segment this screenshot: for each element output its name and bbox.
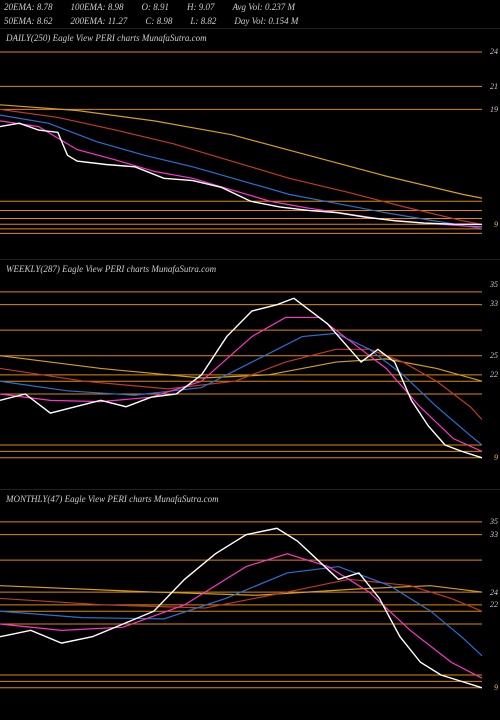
y-axis-daily: 24 21 19 9 [482, 29, 500, 259]
price-series [0, 529, 482, 688]
stat-200ema: 200EMA: 11.27 [71, 16, 128, 26]
axis-tick-label: 22 [490, 601, 498, 609]
ema50-series [0, 115, 482, 228]
panel-title-weekly: WEEKLY(287) Eagle View PERI charts Munaf… [6, 264, 216, 274]
chart-area-weekly [0, 260, 482, 490]
panel-title-monthly: MONTHLY(47) Eagle View PERI charts Munaf… [6, 494, 219, 504]
stat-close: C: 8.98 [145, 16, 172, 26]
axis-tick-label: 9 [494, 221, 498, 229]
axis-tick-label: 9 [494, 684, 498, 692]
stat-50ema: 50EMA: 8.62 [4, 16, 53, 26]
ema200-series [0, 586, 482, 596]
axis-tick-label: 33 [490, 531, 498, 539]
axis-tick-label: 35 [490, 518, 498, 526]
price-series [0, 123, 482, 224]
chart-panel-monthly: MONTHLY(47) Eagle View PERI charts Munaf… [0, 489, 500, 720]
panel-title-daily: DAILY(250) Eagle View PERI charts Munafa… [6, 33, 207, 43]
axis-tick-label: 22 [490, 371, 498, 379]
price-series [0, 298, 482, 457]
axis-tick-label: 25 [490, 352, 498, 360]
ema20-series [0, 554, 482, 678]
stats-row-2: 50EMA: 8.62 200EMA: 11.27 C: 8.98 L: 8.8… [0, 14, 500, 28]
ema100-series [0, 109, 482, 224]
stat-20ema: 20EMA: 8.78 [4, 2, 53, 12]
ema200-series [0, 355, 482, 381]
axis-tick-label: 35 [490, 281, 498, 289]
ema200-series [0, 105, 482, 198]
y-axis-monthly: 35 33 24 22 9 [482, 490, 500, 720]
ema50-series [0, 333, 482, 445]
chart-area-monthly [0, 490, 482, 720]
axis-tick-label: 24 [490, 589, 498, 597]
stat-high: H: 9.07 [187, 2, 215, 12]
stat-avgvol: Avg Vol: 0.237 M [233, 2, 296, 12]
y-axis-weekly: 35 33 25 22 9 [482, 260, 500, 490]
chart-panels-container: DAILY(250) Eagle View PERI charts Munafa… [0, 28, 500, 720]
axis-tick-label: 33 [490, 300, 498, 308]
axis-tick-label: 24 [490, 48, 498, 56]
stats-row-1: 20EMA: 8.78 100EMA: 8.98 O: 8.91 H: 9.07… [0, 0, 500, 14]
chart-area-daily [0, 29, 482, 259]
axis-tick-label: 21 [490, 83, 498, 91]
stat-dayvol: Day Vol: 0.154 M [234, 16, 298, 26]
axis-tick-label: 9 [494, 454, 498, 462]
stat-low: L: 8.82 [190, 16, 216, 26]
stat-open: O: 8.91 [142, 2, 170, 12]
stat-100ema: 100EMA: 8.98 [71, 2, 124, 12]
ema20-series [0, 317, 482, 451]
chart-panel-daily: DAILY(250) Eagle View PERI charts Munafa… [0, 28, 500, 259]
axis-tick-label: 19 [490, 106, 498, 114]
ema100-series [0, 349, 482, 419]
chart-panel-weekly: WEEKLY(287) Eagle View PERI charts Munaf… [0, 259, 500, 490]
